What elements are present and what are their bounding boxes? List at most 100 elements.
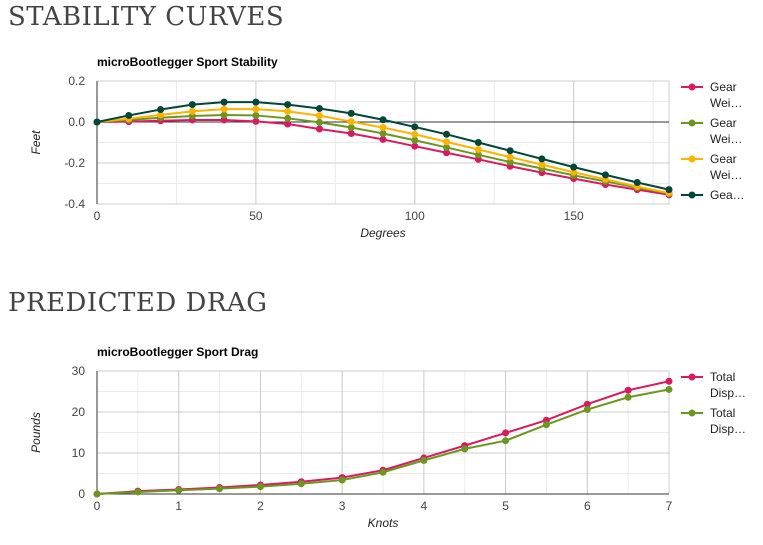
data-point — [134, 488, 142, 496]
y-tick-label: 10 — [72, 446, 86, 460]
x-tick-label: 150 — [564, 209, 584, 223]
y-tick-label: 20 — [72, 405, 86, 419]
data-point — [379, 129, 387, 137]
data-point — [443, 143, 451, 151]
data-point — [665, 385, 673, 393]
data-point — [125, 111, 133, 119]
data-point — [188, 101, 196, 109]
y-axis-label: Pounds — [29, 412, 43, 453]
legend-label: Gea… — [710, 188, 745, 202]
stability-chart: microBootlegger Sport Stability 0 50 100 150… — [29, 55, 745, 240]
data-point — [157, 105, 165, 113]
legend-label: Disp… — [710, 422, 746, 436]
data-point — [570, 163, 578, 171]
chart-title: microBootlegger Sport Drag — [97, 345, 258, 359]
legend-swatch-marker — [688, 409, 696, 417]
data-point — [220, 105, 228, 113]
data-point — [315, 118, 323, 126]
legend-label: Total — [710, 370, 735, 384]
data-point — [624, 393, 632, 401]
data-point — [379, 124, 387, 132]
data-point — [665, 377, 673, 385]
x-tick-label: 3 — [339, 499, 346, 513]
data-point — [379, 135, 387, 143]
legend-label: Gear — [710, 80, 737, 94]
x-axis-label: Knots — [368, 516, 399, 530]
data-point — [411, 142, 419, 150]
data-point — [538, 161, 546, 169]
y-tick-label: 0.2 — [68, 74, 85, 88]
data-point — [411, 123, 419, 131]
data-point — [420, 456, 428, 464]
section-heading-drag: PREDICTED DRAG — [8, 288, 268, 318]
data-point — [583, 400, 591, 408]
data-point — [220, 116, 228, 124]
x-tick-label: 6 — [584, 499, 591, 513]
x-tick-label: 7 — [666, 499, 673, 513]
legend-label: Disp… — [710, 386, 746, 400]
data-point — [220, 111, 228, 119]
y-axis-label: Feet — [29, 130, 43, 155]
data-point — [188, 107, 196, 115]
x-tick-label: 0 — [94, 209, 101, 223]
y-tick-label: -0.4 — [64, 197, 85, 211]
data-point — [443, 149, 451, 157]
data-point — [284, 101, 292, 109]
x-tick-label: 100 — [405, 209, 425, 223]
x-axis-label: Degrees — [360, 226, 405, 240]
data-point — [665, 186, 673, 194]
data-point — [284, 114, 292, 122]
data-point — [411, 136, 419, 144]
data-point — [538, 155, 546, 163]
data-point — [252, 105, 260, 113]
data-point — [542, 421, 550, 429]
legend-label: Wei… — [710, 168, 742, 182]
drag-chart: microBootlegger Sport Drag 0 1 2 3 4 5 6 7 0 10 20 3… — [29, 345, 746, 530]
data-point — [474, 151, 482, 159]
x-tick-label: 50 — [249, 209, 263, 223]
data-point — [633, 178, 641, 186]
legend-swatch-marker — [688, 83, 696, 91]
y-tick-label: 30 — [72, 364, 86, 378]
legend-label: Total — [710, 406, 735, 420]
y-tick-label: 0 — [78, 487, 85, 501]
data-point — [252, 117, 260, 125]
data-point — [502, 437, 510, 445]
data-point — [93, 118, 101, 126]
data-point — [347, 118, 355, 126]
data-point — [252, 98, 260, 106]
legend-swatch-marker — [688, 191, 696, 199]
data-point — [379, 116, 387, 124]
data-point — [93, 490, 101, 498]
legend-label: Wei… — [710, 132, 742, 146]
data-point — [474, 145, 482, 153]
data-point — [157, 111, 165, 119]
data-point — [216, 485, 224, 493]
legend-label: Gear — [710, 152, 737, 166]
x-tick-label: 2 — [257, 499, 264, 513]
legend-label: Gear — [710, 116, 737, 130]
chart-title: microBootlegger Sport Stability — [97, 55, 278, 69]
data-point — [175, 486, 183, 494]
x-tick-label: 0 — [94, 499, 101, 513]
data-point — [256, 483, 264, 491]
data-point — [583, 406, 591, 414]
data-point — [502, 429, 510, 437]
legend-swatch-marker — [688, 119, 696, 127]
data-point — [338, 476, 346, 484]
x-tick-label: 5 — [502, 499, 509, 513]
data-point — [461, 445, 469, 453]
data-point — [220, 98, 228, 106]
y-tick-label: -0.2 — [64, 156, 85, 170]
data-point — [347, 124, 355, 132]
data-point — [411, 130, 419, 138]
data-point — [624, 386, 632, 394]
data-point — [379, 468, 387, 476]
data-point — [474, 139, 482, 146]
y-tick-label: 0.0 — [68, 115, 85, 129]
data-point — [284, 107, 292, 115]
data-point — [601, 171, 609, 179]
data-point — [347, 129, 355, 137]
data-point — [315, 104, 323, 112]
legend-swatch-marker — [688, 373, 696, 381]
